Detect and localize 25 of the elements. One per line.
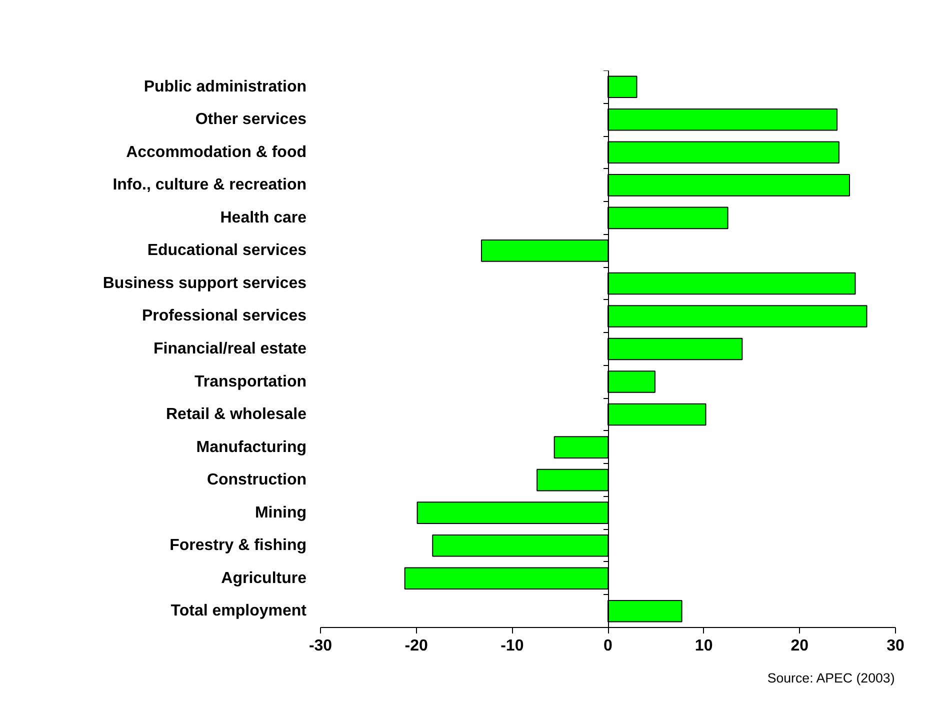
y-tick-label: Total employment: [170, 602, 308, 620]
x-tick-label: -20: [404, 638, 428, 654]
y-tick-label: Info., culture & recreation: [112, 176, 306, 194]
y-tick-label: Mining: [254, 504, 307, 522]
x-tick-label: 10: [694, 638, 713, 654]
y-tick-label: Manufacturing: [196, 438, 306, 456]
y-tick-label: Forestry & fishing: [170, 537, 306, 554]
x-tick-label: 30: [886, 638, 904, 654]
y-tick-label: Other services: [195, 111, 307, 128]
x-tick-label: 20: [790, 638, 809, 654]
source-note: Source: APEC (2003): [767, 670, 895, 686]
y-tick-label: Public administration: [144, 78, 306, 96]
y-tick-label: Health care: [220, 209, 307, 226]
x-tick-label: -30: [308, 638, 332, 654]
x-tick-label: 0: [604, 638, 613, 654]
y-tick-label: Business support services: [102, 274, 307, 292]
x-tick-label: -10: [500, 638, 524, 654]
y-tick-label: Retail & wholesale: [166, 406, 307, 424]
y-tick-label: Transportation: [194, 373, 307, 390]
y-tick-label: Professional services: [142, 308, 307, 325]
y-tick-label: Agriculture: [221, 570, 307, 587]
y-tick-label: Financial/real estate: [154, 340, 307, 358]
y-tick-label: Construction: [206, 472, 306, 489]
y-tick-label: Accommodation & food: [126, 144, 306, 161]
y-tick-label: Educational services: [147, 242, 307, 260]
